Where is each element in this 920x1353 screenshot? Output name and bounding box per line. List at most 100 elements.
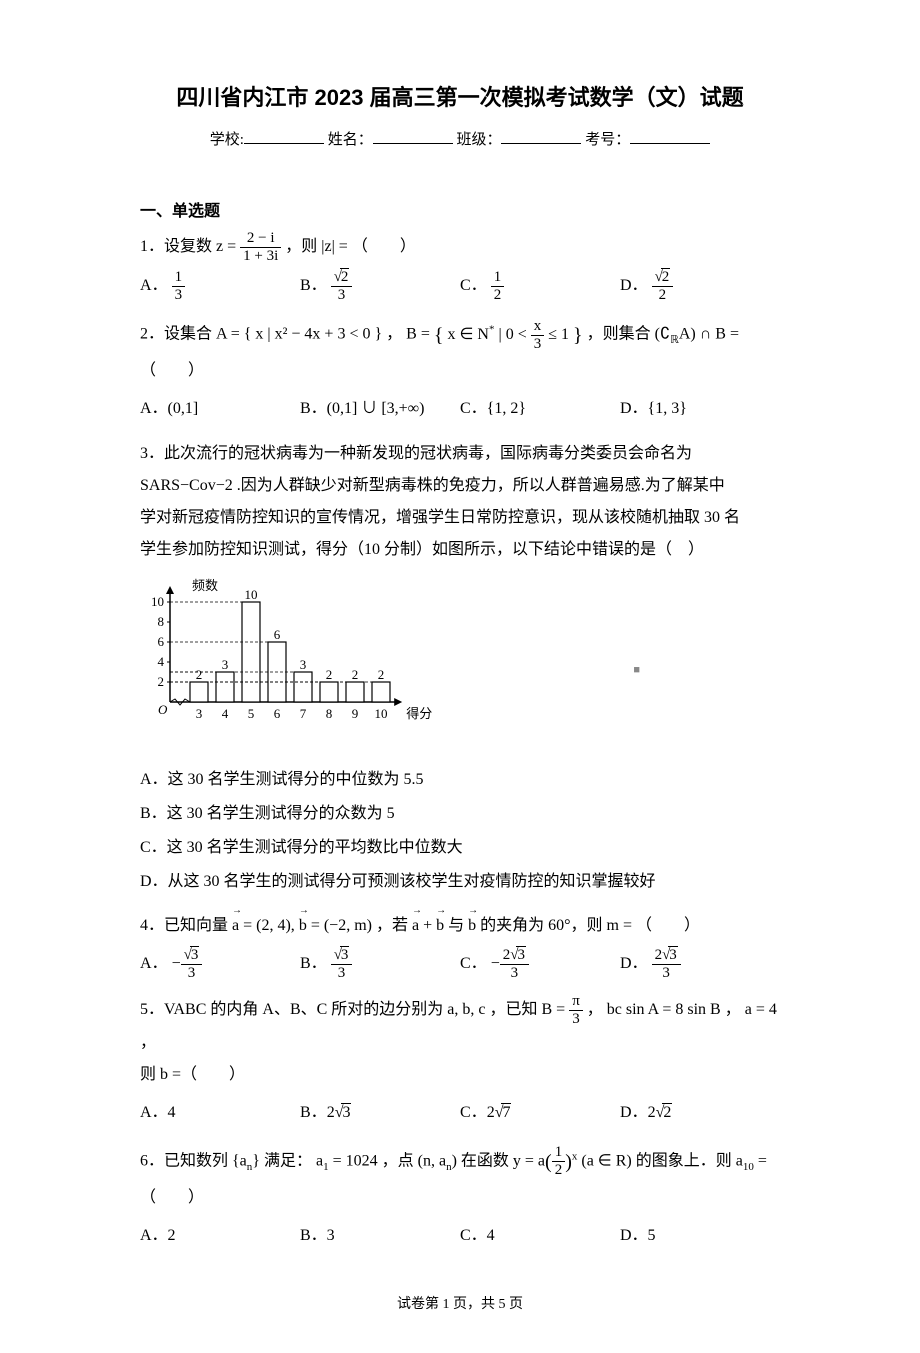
q2-B-fden: 3 <box>531 336 545 352</box>
svg-text:2: 2 <box>196 667 203 682</box>
svg-text:7: 7 <box>300 706 307 721</box>
q2-B-mid: | 0 < <box>494 326 530 343</box>
q6-bigclose: ) <box>565 1151 572 1173</box>
q3-chart: 246810频数O233410566372829210得分 <box>140 572 780 754</box>
student-info-row: 学校: 姓名： 班级： 考号： <box>140 128 780 149</box>
q5-line2: 则 b =（ ） <box>140 1059 780 1091</box>
q3-optD: D．从这 30 名学生的测试得分可预测该校学生对疫情防控的知识掌握较好 <box>140 866 780 898</box>
q4-optA-den: 3 <box>181 965 203 981</box>
svg-text:O: O <box>158 702 168 717</box>
svg-text:10: 10 <box>245 587 258 602</box>
q5-optB-sqrt: 3 <box>341 1103 351 1121</box>
svg-text:6: 6 <box>158 634 165 649</box>
q5-optB-pre: 2 <box>327 1104 335 1121</box>
name-blank <box>373 129 453 144</box>
page-title: 四川省内江市 2023 届高三第一次模拟考试数学（文）试题 <box>140 80 780 112</box>
q4-mid3: 的夹角为 60°，则 m = <box>480 917 632 934</box>
svg-text:6: 6 <box>274 706 281 721</box>
q3-line4: 学生参加防控知识测试，得分（10 分制）如图所示，以下结论中错误的是（ ） <box>140 534 780 566</box>
q5-optC-pre: 2 <box>487 1104 495 1121</box>
q1-abs: |z| = <box>321 238 348 255</box>
q4-optC-label: C． <box>460 955 487 972</box>
q3-optB: B．这 30 名学生测试得分的众数为 5 <box>140 798 780 830</box>
svg-text:4: 4 <box>222 706 229 721</box>
q1-optC-label: C． <box>460 277 487 294</box>
q4-plus: + <box>419 917 436 934</box>
q1-optC-num: 1 <box>491 270 505 287</box>
q2-B-lhs: B = <box>406 326 430 343</box>
q4-optC-sign: − <box>491 955 500 972</box>
q1-frac-den: 1 + 3i <box>240 248 281 264</box>
question-2: 2．设集合 A = { x | x² − 4x + 3 < 0 } ， B = … <box>140 315 780 426</box>
q4-b2: b <box>468 910 476 942</box>
q2-tail: ，则集合 (∁ <box>587 326 671 343</box>
q1-optA-den: 3 <box>172 287 186 303</box>
q6-mid5: = <box>754 1152 767 1169</box>
q2-optA: A．(0,1] <box>140 391 300 426</box>
q4-optB-sqrt: 3 <box>340 946 350 963</box>
q5-optD-pre: 2 <box>648 1104 656 1121</box>
q4-prefix: 4．已知向量 <box>140 917 228 934</box>
q1-optA-num: 1 <box>172 270 186 287</box>
q4-optC-sqrt: 3 <box>516 946 526 963</box>
svg-text:10: 10 <box>151 594 164 609</box>
q1-optC-den: 2 <box>491 287 505 303</box>
q5-pre: 5．VABC 的内角 A、B、C 所对的边分别为 a, b, c ，已知 B = <box>140 1001 569 1018</box>
q1-paren: （ ） <box>352 238 416 255</box>
q6-mid4: (a ∈ R) 的图象上．则 a <box>577 1152 742 1169</box>
q1-optD: D． 22 <box>620 268 780 303</box>
q4-optC-pre: 2 <box>503 947 511 963</box>
q5-optC-sqrt: 7 <box>501 1103 511 1121</box>
svg-text:4: 4 <box>158 654 165 669</box>
svg-text:9: 9 <box>352 706 359 721</box>
q6-bigopen: ( <box>545 1151 552 1173</box>
q2-A-lhs: A = <box>216 326 240 343</box>
school-label: 学校: <box>210 132 244 148</box>
q3-optC: C．这 30 名学生测试得分的平均数比中位数大 <box>140 832 780 864</box>
q5-optB: B．23 <box>300 1095 460 1130</box>
q2-tail-sub: ℝ <box>670 334 679 346</box>
q1-optD-den: 2 <box>652 287 674 303</box>
q4-mid1: ，若 <box>376 917 412 934</box>
watermark-icon: ■ <box>633 664 640 676</box>
q4-optD-label: D． <box>620 955 648 972</box>
q1-optD-label: D． <box>620 277 648 294</box>
q6-sub10: 10 <box>743 1161 754 1173</box>
q4-optC-den: 3 <box>500 965 529 981</box>
q4-optB-den: 3 <box>331 965 353 981</box>
svg-text:8: 8 <box>158 614 165 629</box>
svg-text:5: 5 <box>248 706 255 721</box>
q6-pre: 6．已知数列 {a <box>140 1152 247 1169</box>
q4-a-val: = (2, 4), <box>239 917 295 934</box>
q4-paren: （ ） <box>636 917 700 934</box>
q1-z-eq: z = <box>216 238 236 255</box>
svg-text:2: 2 <box>326 667 333 682</box>
q5-optC: C．27 <box>460 1095 620 1130</box>
q1-mid: ，则 <box>285 238 317 255</box>
svg-text:3: 3 <box>222 657 229 672</box>
q4-optD-pre: 2 <box>655 947 663 963</box>
q4-optA-sqrt: 3 <box>190 946 200 963</box>
q1-optB-label: B． <box>300 277 327 294</box>
q2-optB: B．(0,1] ∪ [3,+∞) <box>300 391 460 426</box>
q4-optA-sign: − <box>172 955 181 972</box>
q4-optA: A． −33 <box>140 946 300 981</box>
q2-paren: （ ） <box>140 362 204 379</box>
q2-B-fnum: x <box>531 319 545 336</box>
q6-optA: A．2 <box>140 1218 300 1253</box>
q2-optD: D．{1, 3} <box>620 391 780 426</box>
q2-tail2: A) ∩ B = <box>679 326 739 343</box>
section-1-header: 一、单选题 <box>140 197 780 221</box>
q6-optB: B．3 <box>300 1218 460 1253</box>
q4-optC: C． −233 <box>460 946 620 981</box>
q1-optC: C． 12 <box>460 268 620 303</box>
question-3: 3．此次流行的冠状病毒为一种新发现的冠状病毒，国际病毒分类委员会命名为 SARS… <box>140 438 780 898</box>
q1-optA-label: A． <box>140 277 168 294</box>
question-4: 4．已知向量 a = (2, 4), b = (−2, m) ，若 a + b … <box>140 910 780 981</box>
q4-optB-label: B． <box>300 955 327 972</box>
q1-optA: A． 13 <box>140 268 300 303</box>
q5-optD: D．22 <box>620 1095 780 1130</box>
q6-optD: D．5 <box>620 1218 780 1253</box>
q2-B-close: } <box>573 324 583 346</box>
question-6: 6．已知数列 {an} 满足： a1 = 1024 ，点 (n, an) 在函数… <box>140 1142 780 1253</box>
